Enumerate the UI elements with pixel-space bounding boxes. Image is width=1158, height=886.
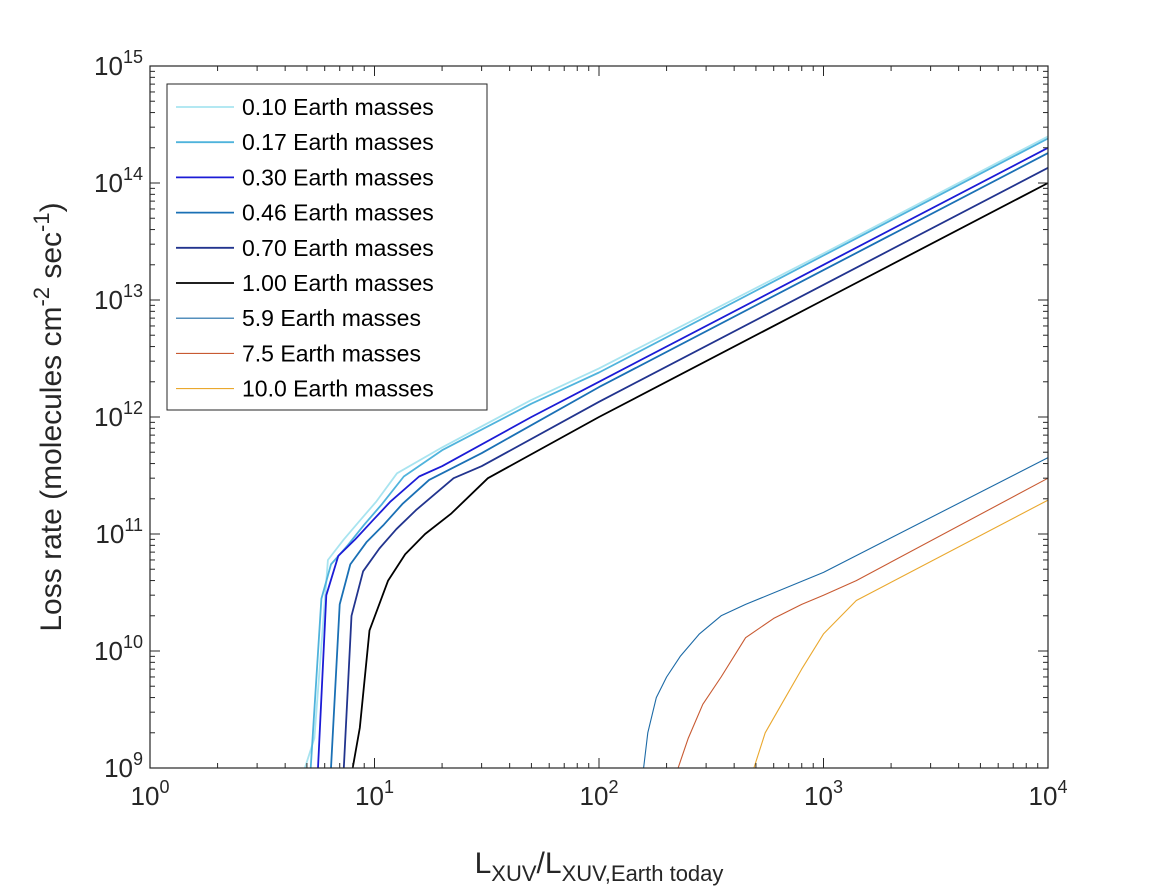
y-tick-label: 1015: [94, 47, 143, 81]
legend-label-8: 7.5 Earth masses: [242, 340, 421, 366]
tick-labels-layer: 100 101 102 103 104 109 1010 1011 1012 1013 1014 10…: [94, 47, 1067, 811]
legend-label-1: 0.10 Earth masses: [242, 94, 434, 120]
x-axis-label: LXUV/LXUV,Earth today: [475, 847, 724, 886]
series-line-8: [677, 477, 1049, 769]
y-tick-label: 1011: [95, 515, 143, 549]
x-tick-label: 102: [580, 777, 619, 811]
y-tick-label: 109: [104, 749, 143, 783]
series-line-4: [330, 152, 1049, 769]
y-tick-label: 1014: [94, 164, 143, 198]
series-line-3: [317, 147, 1049, 769]
series-layer: [304, 135, 1049, 769]
legend-label-3: 0.30 Earth masses: [242, 164, 434, 190]
legend-label-9: 10.0 Earth masses: [242, 376, 434, 402]
y-axis-label: Loss rate (molecules cm-2 sec-1): [29, 202, 68, 631]
y-tick-label: 1013: [94, 281, 143, 315]
legend: 0.10 Earth masses 0.17 Earth masses 0.30 E…: [166, 83, 488, 411]
series-line-7: [643, 457, 1049, 769]
series-line-9: [753, 499, 1049, 769]
legend-label-7: 5.9 Earth masses: [242, 305, 421, 331]
y-tick-label: 1012: [94, 398, 143, 432]
x-tick-label: 103: [804, 777, 843, 811]
x-tick-label: 101: [355, 777, 394, 811]
series-line-5: [342, 167, 1049, 769]
y-tick-label: 1010: [94, 632, 143, 666]
plot-frame: [149, 65, 1049, 769]
legend-label-5: 0.70 Earth masses: [242, 235, 434, 261]
series-line-1: [304, 135, 1049, 769]
legend-label-2: 0.17 Earth masses: [242, 129, 434, 155]
x-tick-label: 104: [1029, 777, 1068, 811]
x-tick-label: 100: [131, 777, 170, 811]
series-line-6: [351, 182, 1049, 769]
series-line-2: [309, 137, 1049, 769]
legend-label-6: 1.00 Earth masses: [242, 270, 434, 296]
legend-label-4: 0.46 Earth masses: [242, 200, 434, 226]
